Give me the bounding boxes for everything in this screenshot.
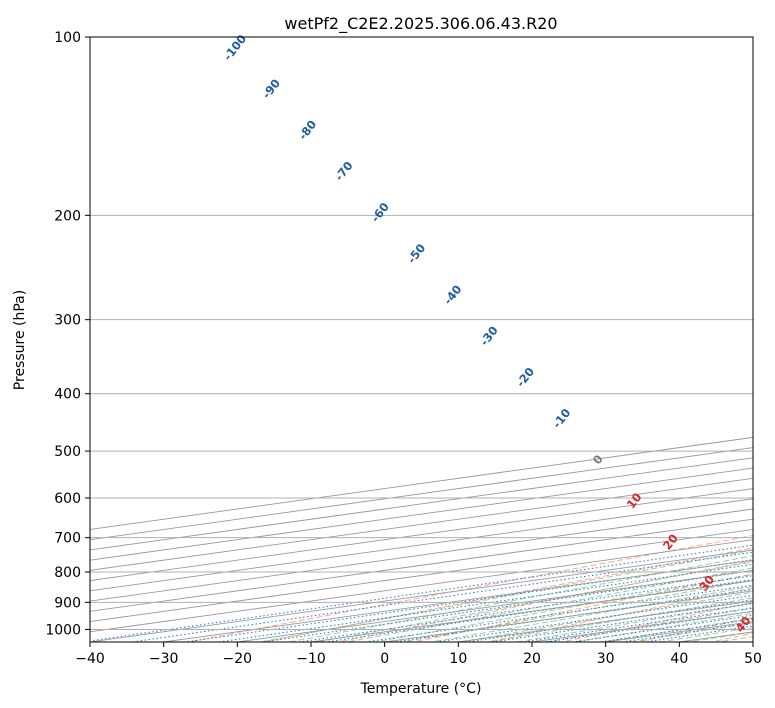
isotherm-grid-line bbox=[90, 508, 753, 602]
isotherm-grid-line bbox=[90, 539, 753, 633]
x-tick-label: 0 bbox=[380, 651, 389, 667]
moist-adiabat-line bbox=[403, 579, 753, 642]
isotherm-grid-line bbox=[90, 528, 753, 622]
x-tick-label: −20 bbox=[223, 651, 253, 667]
moist-adiabat-line bbox=[260, 549, 753, 642]
isotherm-grid-line bbox=[90, 477, 753, 571]
x-tick-label: −30 bbox=[149, 651, 179, 667]
x-tick-label: 20 bbox=[523, 651, 541, 667]
x-tick-label: −40 bbox=[75, 651, 105, 667]
mixing-ratio-line bbox=[218, 563, 753, 642]
x-axis-label: Temperature (°C) bbox=[360, 681, 482, 697]
y-tick-label: 500 bbox=[54, 444, 81, 460]
x-tick-label: 50 bbox=[744, 651, 762, 667]
isotherm-grid-line bbox=[90, 457, 753, 551]
axes: −40 −30 −20 −10 0 10 20 30 40 50 100 200 300 400 500 60… bbox=[45, 30, 762, 667]
y-tick-label: 1000 bbox=[45, 622, 81, 638]
grid bbox=[90, 37, 753, 642]
x-tick-label: 10 bbox=[449, 651, 467, 667]
y-tick-label: 700 bbox=[54, 531, 81, 547]
y-tick-label: 100 bbox=[54, 30, 81, 46]
plot-frame bbox=[89, 36, 754, 643]
moist-adiabat-line bbox=[289, 555, 753, 642]
mixing-ratio-line bbox=[436, 594, 753, 642]
y-axis-label: Pressure (hPa) bbox=[12, 290, 28, 390]
y-tick-label: 400 bbox=[54, 387, 81, 403]
mixing-ratio-line bbox=[185, 559, 753, 642]
background-lines bbox=[90, 534, 753, 642]
isotherm-grid-line bbox=[90, 488, 753, 582]
y-tick-label: 600 bbox=[54, 491, 81, 507]
y-tick-label: 900 bbox=[54, 595, 81, 611]
moist-adiabat-line bbox=[487, 597, 753, 642]
isotherm-grid-line bbox=[90, 518, 753, 612]
mixing-ratio-line bbox=[262, 570, 753, 642]
isotherm-grid-line bbox=[90, 467, 753, 561]
chart-title: wetPf2_C2E2.2025.306.06.43.R20 bbox=[284, 14, 557, 34]
x-tick-label: −10 bbox=[296, 651, 326, 667]
mixing-ratio-line bbox=[572, 614, 753, 642]
mixing-ratio-line bbox=[90, 544, 753, 642]
y-tick-label: 300 bbox=[54, 313, 81, 329]
y-tick-label: 200 bbox=[54, 208, 81, 224]
x-tick-label: 30 bbox=[597, 651, 615, 667]
x-tick-label: 40 bbox=[670, 651, 688, 667]
isotherm-grid-line bbox=[90, 498, 753, 592]
y-tick-label: 800 bbox=[54, 565, 81, 581]
